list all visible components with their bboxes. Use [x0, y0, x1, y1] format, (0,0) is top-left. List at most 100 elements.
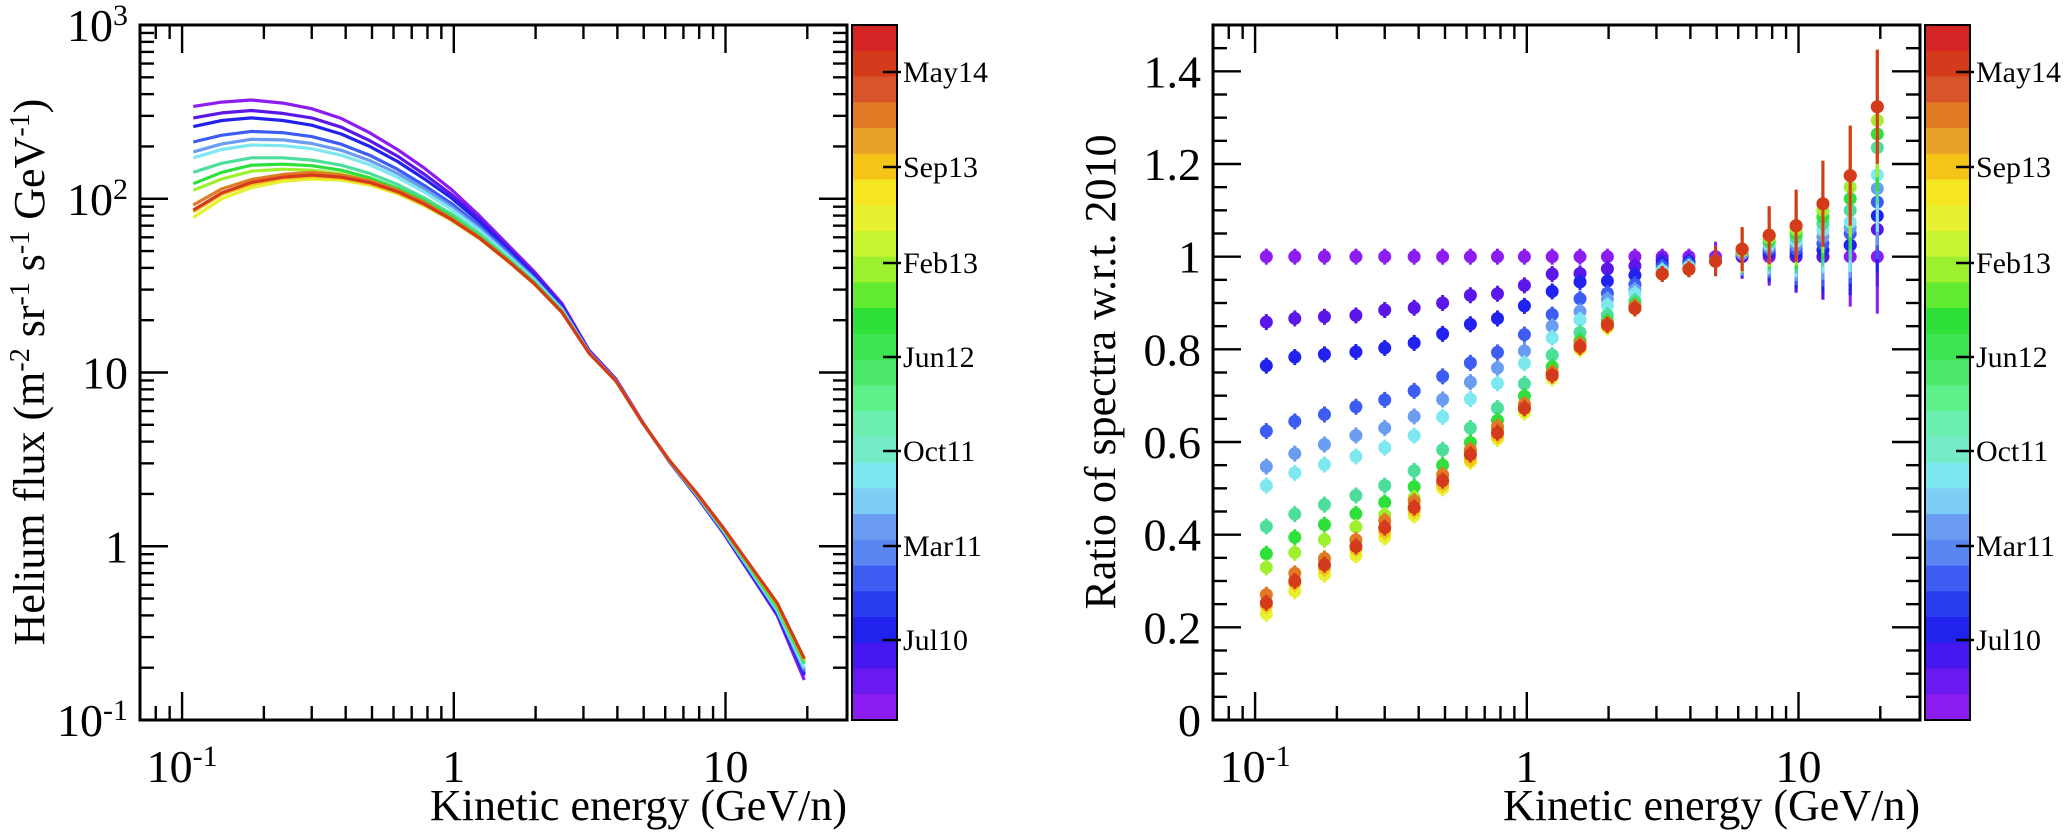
flux-curve-6	[192, 143, 806, 669]
ratio-point	[1628, 302, 1642, 316]
ratio-point	[1317, 533, 1331, 547]
flux-curve-13	[192, 173, 806, 660]
flux-colorbar-band	[852, 76, 897, 103]
ratio-point	[1517, 278, 1531, 292]
ratio-colorbar-band	[1925, 539, 1970, 567]
ratio-point	[1870, 100, 1884, 114]
ratio-point	[1545, 284, 1559, 298]
ratio-point	[1628, 259, 1642, 273]
ratio-point	[1490, 426, 1504, 440]
ratio-point	[1463, 392, 1477, 406]
flux-xtick-label: 10	[703, 741, 749, 792]
ratio-point	[1436, 327, 1450, 341]
ratio-colorbar-label: Mar11	[1976, 530, 2055, 563]
ratio-point	[1545, 308, 1559, 322]
ratio-point	[1349, 345, 1363, 359]
ratio-point	[1378, 421, 1392, 435]
ratio-colorbar-band	[1925, 591, 1970, 618]
ratio-panel: 10-1 1 10 0 0.2 0.4 0.6 0.8 1 1.2 1.4 Kinetic ener…	[1076, 23, 2061, 830]
ratio-point	[1407, 336, 1421, 350]
ratio-point	[1349, 520, 1363, 534]
ratio-point	[1762, 228, 1776, 242]
ratio-point	[1288, 466, 1302, 480]
ratio-point	[1407, 480, 1421, 494]
ratio-point	[1628, 268, 1642, 282]
flux-colorbar-band	[852, 565, 897, 592]
ratio-point	[1317, 310, 1331, 324]
ratio-point	[1463, 250, 1477, 264]
ratio-point	[1407, 384, 1421, 398]
flux-colorbar-band	[852, 694, 897, 721]
ratio-point	[1378, 521, 1392, 535]
ratio-colorbar-band	[1925, 76, 1970, 103]
ratio-ytick-label: 1.4	[1144, 46, 1202, 97]
ratio-colorbar-band	[1925, 308, 1970, 335]
ratio-point	[1378, 250, 1392, 264]
ratio-point	[1259, 547, 1273, 561]
flux-ytick-label: 10	[82, 348, 128, 399]
ratio-point	[1349, 400, 1363, 414]
ratio-point	[1463, 356, 1477, 370]
ratio-point	[1259, 460, 1273, 474]
flux-colorbar-label: Jun12	[903, 341, 975, 374]
ratio-point	[1259, 479, 1273, 493]
ratio-point	[1600, 318, 1614, 332]
ratio-point	[1288, 250, 1302, 264]
ratio-point	[1655, 267, 1669, 281]
flux-colorbar-label: Mar11	[903, 530, 982, 563]
ratio-point	[1436, 296, 1450, 310]
flux-colorbar-label: Sep13	[903, 151, 978, 184]
ratio-point	[1436, 458, 1450, 472]
flux-curve-4	[192, 129, 806, 673]
flux-colorbar-band	[852, 205, 897, 232]
ratio-point	[1436, 410, 1450, 424]
ratio-point	[1545, 319, 1559, 333]
ratio-colorbar-label: May14	[1976, 56, 2061, 89]
flux-x-axis-label: Kinetic energy (GeV/n)	[430, 781, 847, 830]
ratio-point	[1463, 421, 1477, 435]
ratio-point	[1288, 350, 1302, 364]
ratio-point	[1349, 308, 1363, 322]
ratio-point	[1436, 474, 1450, 488]
ratio-point	[1317, 407, 1331, 421]
ratio-xtick-label: 10	[1776, 741, 1822, 792]
ratio-point	[1378, 303, 1392, 317]
flux-colorbar-band	[852, 488, 897, 515]
flux-colorbar-label: Jul10	[903, 624, 968, 657]
ratio-point	[1463, 375, 1477, 389]
ratio-point	[1349, 250, 1363, 264]
ratio-point	[1490, 311, 1504, 325]
ratio-y-axis-label: Ratio of spectra w.r.t. 2010	[1076, 135, 1125, 610]
ratio-point	[1407, 250, 1421, 264]
ratio-point	[1378, 341, 1392, 355]
ratio-colorbar: May14 Sep13 Feb13 Jun12 Oct11 Mar11 Jul10	[1924, 24, 2061, 721]
ratio-point	[1436, 369, 1450, 383]
ratio-point	[1259, 596, 1273, 610]
ratio-point	[1628, 250, 1642, 264]
ratio-colorbar-band	[1925, 282, 1970, 309]
ratio-colorbar-label: Oct11	[1976, 435, 2048, 468]
flux-curve-2	[193, 108, 806, 677]
ratio-point	[1317, 518, 1331, 532]
flux-colorbar-band	[852, 385, 897, 412]
flux-colorbar-band	[852, 230, 897, 258]
flux-colorbar-band	[852, 642, 897, 670]
flux-curves	[192, 98, 806, 681]
flux-curve-1	[193, 98, 806, 681]
ratio-points	[1259, 49, 1884, 622]
flux-ytick-label: 10-1	[57, 694, 128, 747]
ratio-point	[1600, 298, 1614, 312]
ratio-point	[1600, 250, 1614, 264]
flux-curve-3	[192, 116, 806, 675]
flux-colorbar-frame	[851, 24, 898, 721]
ratio-point	[1349, 489, 1363, 503]
ratio-point	[1407, 464, 1421, 478]
ratio-point	[1573, 340, 1587, 354]
flux-colorbar-band	[852, 514, 897, 541]
ratio-point	[1378, 441, 1392, 455]
ratio-colorbar-band	[1925, 411, 1970, 438]
ratio-point	[1407, 301, 1421, 315]
ratio-point	[1517, 328, 1531, 342]
ratio-point	[1517, 299, 1531, 313]
ratio-point	[1407, 409, 1421, 423]
